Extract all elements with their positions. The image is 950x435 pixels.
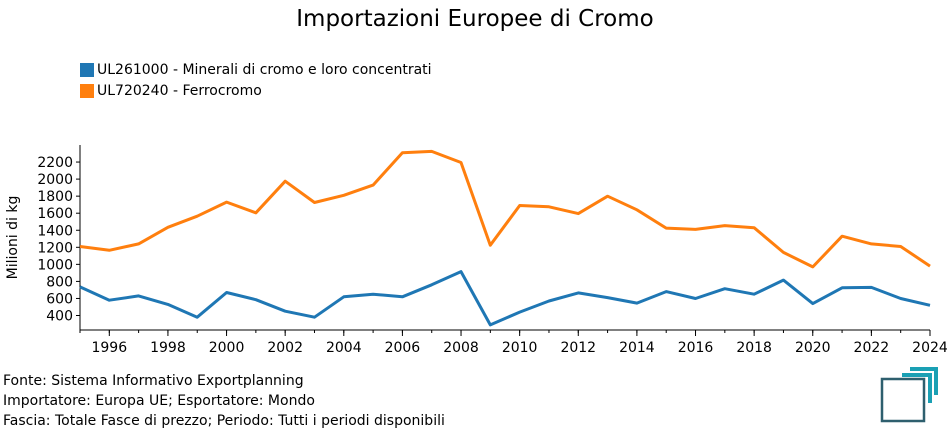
chart-legend: UL261000 - Minerali di cromo e loro conc… <box>80 60 432 102</box>
legend-label-series-2: UL720240 - Ferrocromo <box>97 83 262 99</box>
footer-source: Fonte: Sistema Informativo Exportplannin… <box>3 373 304 389</box>
line-chart: 4006008001000120014001600180020002200199… <box>5 145 948 356</box>
y-tick-label: 2200 <box>37 155 73 171</box>
legend-item-series-2: UL720240 - Ferrocromo <box>80 81 432 101</box>
x-tick-label: 2022 <box>854 340 890 356</box>
y-tick-label: 400 <box>46 309 73 325</box>
series-line-1 <box>79 270 931 327</box>
x-tick-label: 2024 <box>912 340 948 356</box>
legend-item-series-1: UL261000 - Minerali di cromo e loro conc… <box>80 60 432 80</box>
chart-footer: Fonte: Sistema Informativo Exportplannin… <box>3 371 445 431</box>
y-tick-label: 800 <box>46 274 73 290</box>
y-tick-label: 2000 <box>37 172 73 188</box>
y-tick-label: 1600 <box>37 206 73 222</box>
x-tick-label: 2008 <box>443 340 479 356</box>
y-tick-label: 1800 <box>37 189 73 205</box>
footer-importer: Importatore: Europa UE; Esportatore: Mon… <box>3 393 315 409</box>
legend-swatch-series-1 <box>80 63 94 77</box>
x-tick-label: 2010 <box>502 340 538 356</box>
x-tick-label: 2018 <box>736 340 772 356</box>
x-tick-label: 2020 <box>795 340 831 356</box>
x-tick-label: 2004 <box>326 340 362 356</box>
exportplanning-logo-icon <box>880 367 938 423</box>
y-tick-label: 1400 <box>37 223 73 239</box>
x-tick-label: 2000 <box>209 340 245 356</box>
series-line-2 <box>79 149 931 269</box>
chart-title: Importazioni Europee di Cromo <box>296 6 654 32</box>
x-tick-label: 2006 <box>385 340 421 356</box>
x-tick-label: 2002 <box>267 340 303 356</box>
y-axis-label: Milioni di kg <box>5 196 21 280</box>
x-tick-label: 2016 <box>678 340 714 356</box>
legend-label-series-1: UL261000 - Minerali di cromo e loro conc… <box>97 62 432 78</box>
y-tick-label: 1200 <box>37 240 73 256</box>
x-tick-label: 1996 <box>91 340 127 356</box>
y-tick-label: 1000 <box>37 257 73 273</box>
legend-swatch-series-2 <box>80 84 94 98</box>
x-tick-label: 2012 <box>560 340 596 356</box>
y-tick-label: 600 <box>46 291 73 307</box>
footer-price-range: Fascia: Totale Fasce di prezzo; Periodo:… <box>3 413 445 429</box>
x-tick-label: 1998 <box>150 340 186 356</box>
x-tick-label: 2014 <box>619 340 655 356</box>
